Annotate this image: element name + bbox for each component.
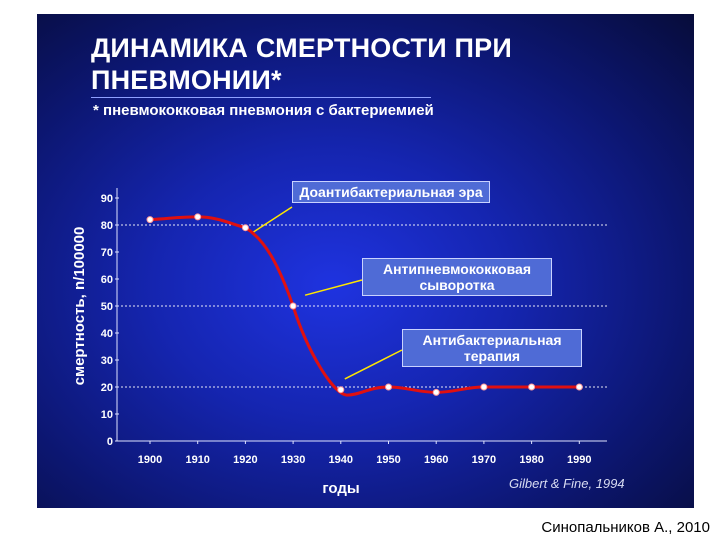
x-tick-label: 1950 (376, 454, 400, 466)
y-axis-title: смертность, n/100000 (71, 227, 88, 386)
data-point (432, 388, 440, 396)
y-tick-label: 70 (101, 247, 113, 259)
data-point (480, 383, 488, 391)
title-underline (91, 97, 431, 98)
x-tick-label: 1970 (472, 454, 496, 466)
x-axis-title: годы (322, 480, 359, 497)
annotation-antibacterial-therapy: Антибактериальная терапия (402, 329, 582, 367)
x-tick-label: 1930 (281, 454, 305, 466)
x-tick-label: 1940 (329, 454, 353, 466)
y-tick-label: 60 (101, 274, 113, 286)
slide: ДИНАМИКА СМЕРТНОСТИ ПРИ ПНЕВМОНИИ* * пне… (37, 14, 694, 508)
data-point (194, 213, 202, 221)
author-credit: Синопальников А., 2010 (541, 519, 710, 536)
chart-subtitle: * пневмококковая пневмония с бактериемие… (93, 102, 434, 119)
callout-line-antiserum (304, 279, 363, 296)
data-point (241, 224, 249, 232)
y-tick-label: 50 (101, 301, 113, 313)
y-tick-label: 90 (101, 193, 113, 205)
data-point (385, 383, 392, 391)
y-tick-label: 10 (101, 409, 113, 421)
annotation-antiserum: Антипневмококковая сыворотка (362, 258, 552, 296)
data-point (528, 383, 536, 391)
callout-line-antibacterial (344, 349, 403, 380)
chart-title: ДИНАМИКА СМЕРТНОСТИ ПРИ ПНЕВМОНИИ* (91, 33, 512, 95)
data-point (575, 383, 583, 391)
data-point (289, 302, 297, 310)
x-tick-label: 1960 (424, 454, 448, 466)
data-point (337, 386, 345, 394)
y-tick-label: 20 (101, 382, 113, 394)
y-tick-label: 40 (101, 328, 113, 340)
annotation-preantibiotic-era: Доантибактериальная эра (292, 181, 490, 203)
y-tick-label: 80 (101, 220, 113, 232)
source-citation: Gilbert & Fine, 1994 (509, 476, 625, 491)
y-tick-label: 30 (101, 355, 113, 367)
x-tick-label: 1900 (138, 454, 162, 466)
x-tick-label: 1920 (233, 454, 257, 466)
data-point (146, 216, 154, 224)
mortality-chart: 0 10 20 30 40 50 60 70 80 90 1900 1910 1920 1930 1940 1… (71, 188, 607, 497)
y-tick-label: 0 (107, 436, 113, 448)
x-tick-label: 1990 (567, 454, 591, 466)
x-tick-label: 1910 (185, 454, 209, 466)
x-tick-label: 1980 (519, 454, 543, 466)
callout-line-preantibiotic (251, 206, 293, 234)
